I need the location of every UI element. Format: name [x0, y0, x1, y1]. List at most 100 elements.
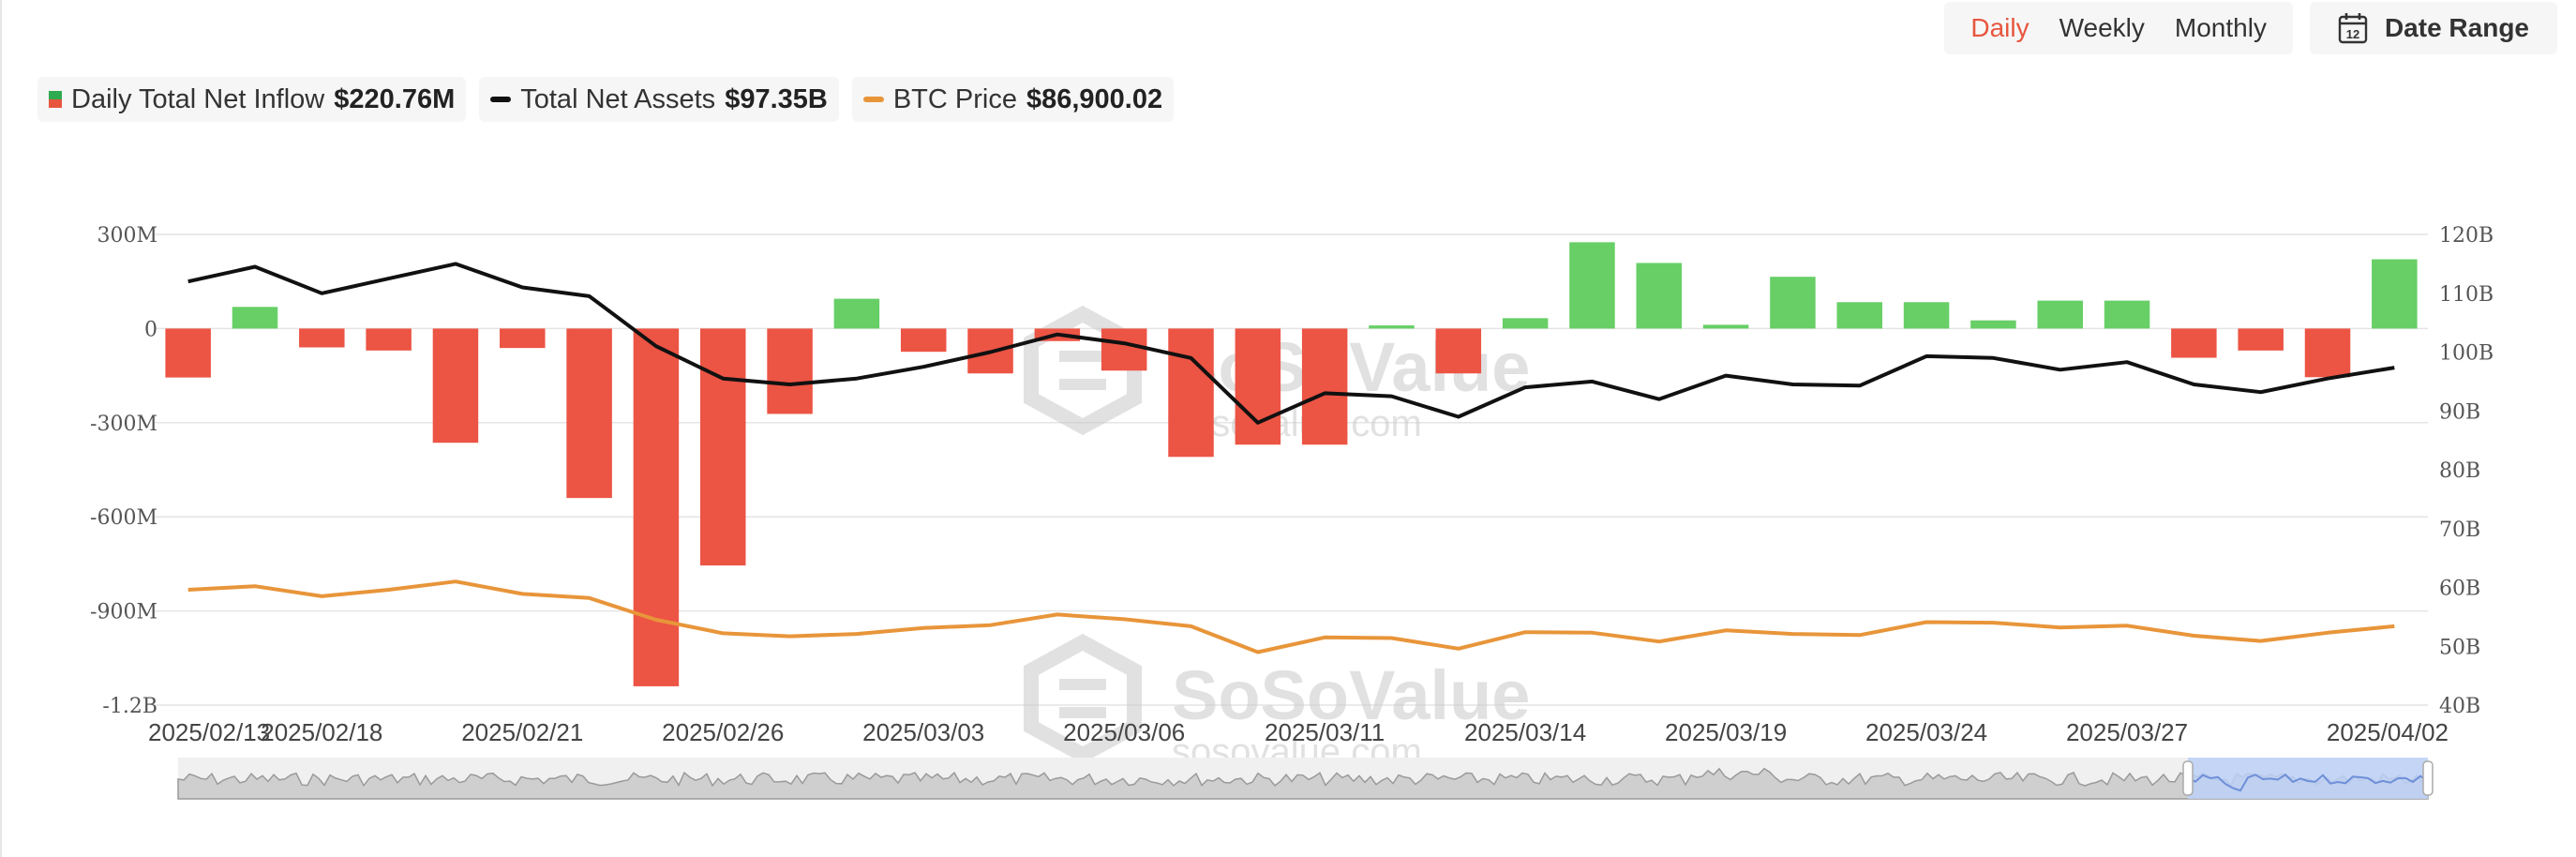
inflow-bar: [1369, 325, 1415, 329]
x-tick-label: 2025/03/24: [1865, 718, 1987, 746]
period-toggle: Daily Weekly Monthly: [1944, 2, 2293, 54]
range-navigator: [177, 758, 2434, 800]
y-left-tick: -900M: [90, 601, 157, 624]
y-right-tick: 90B: [2439, 400, 2480, 424]
tab-weekly[interactable]: Weekly: [2059, 13, 2145, 42]
legend-inflow-value: $220.76M: [334, 83, 456, 114]
inflow-bar: [500, 328, 546, 349]
x-tick-label: 2025/02/18: [261, 718, 382, 746]
y-left-tick: -1.2B: [102, 695, 157, 718]
legend-inflow-label: Daily Total Net Inflow: [71, 83, 325, 114]
navigator-handle-right[interactable]: [2422, 760, 2434, 796]
inflow-bar: [1235, 328, 1281, 445]
inflow-bars: [165, 242, 2418, 686]
inflow-bar: [1770, 277, 1816, 329]
inflow-swatch-icon: [49, 91, 62, 108]
y-right-tick: 40B: [2439, 695, 2480, 718]
inflow-bar: [299, 328, 345, 348]
inflow-bar: [700, 328, 746, 566]
chart-legend: Daily Total Net Inflow $220.76M Total Ne…: [37, 77, 1175, 122]
watermark-brand: SoSoValue: [1172, 656, 1530, 734]
chart-lines: [187, 262, 2395, 654]
x-tick-label: 2025/03/03: [862, 718, 984, 746]
navigator-handle-left[interactable]: [2182, 760, 2194, 796]
inflow-bar: [2372, 259, 2418, 329]
inflow-bar: [1301, 328, 1348, 445]
legend-btc-value: $86,900.02: [1026, 83, 1163, 114]
y-right-tick: 50B: [2439, 636, 2480, 659]
inflow-bar: [1836, 302, 1882, 329]
inflow-bar: [1569, 242, 1615, 329]
y-right-tick: 110B: [2439, 283, 2494, 307]
legend-btc-label: BTC Price: [892, 83, 1017, 114]
navigator-window-line: [2187, 773, 2429, 792]
watermark-group: SoSoValuesosovalue.comSoSoValuesosovalue…: [1024, 305, 1530, 773]
date-range-button[interactable]: 12 Date Range: [2309, 2, 2557, 54]
inflow-bar: [566, 328, 612, 499]
legend-assets-value: $97.35B: [725, 83, 828, 114]
y-right-tick: 100B: [2439, 342, 2494, 366]
inflow-bar: [366, 328, 412, 351]
y-left-tick: -300M: [90, 413, 157, 436]
logo-mark-icon: [1059, 351, 1106, 390]
inflow-bar: [1636, 263, 1683, 329]
inflow-bar: [1903, 302, 1950, 329]
inflow-bar: [900, 328, 947, 353]
x-tick-label: 2025/02/21: [461, 718, 583, 746]
x-tick-label: 2025/04/02: [2327, 718, 2449, 746]
total-net-assets-line: [187, 262, 2395, 425]
logo-mark-icon: [1059, 679, 1106, 718]
y-left-tick: 300M: [97, 224, 157, 248]
x-tick-label: 2025/02/13: [148, 718, 270, 746]
inflow-bar: [1502, 318, 1549, 329]
inflow-bar: [767, 328, 813, 414]
assets-swatch-icon: [490, 97, 512, 102]
inflow-bar: [2238, 328, 2284, 351]
y-left-tick: 0: [144, 318, 157, 341]
frame-border: [0, 0, 2, 857]
inflow-bar: [1702, 324, 1749, 329]
inflow-bar: [1970, 320, 2016, 329]
inflow-bar: [2104, 300, 2150, 329]
y-right-tick: 80B: [2439, 459, 2480, 483]
tab-daily[interactable]: Daily: [1970, 13, 2029, 42]
inflow-bar: [1101, 328, 1147, 371]
y-right-tick: 70B: [2439, 519, 2480, 542]
inflow-bar: [1435, 328, 1482, 374]
date-range-label: Date Range: [2384, 13, 2529, 42]
y-right-tick: 120B: [2439, 224, 2494, 248]
inflow-bar: [833, 298, 880, 329]
inflow-bar: [1168, 328, 1214, 458]
legend-assets-label: Total Net Assets: [520, 83, 716, 114]
inflow-bar: [165, 328, 211, 378]
x-tick-label: 2025/03/06: [1063, 718, 1185, 746]
x-tick-label: 2025/03/19: [1665, 718, 1787, 746]
calendar-icon: 12: [2338, 13, 2368, 44]
btc-swatch-icon: [862, 97, 884, 102]
legend-assets[interactable]: Total Net Assets $97.35B: [479, 77, 839, 122]
legend-inflow[interactable]: Daily Total Net Inflow $220.76M: [37, 77, 467, 122]
x-tick-label: 2025/03/14: [1464, 718, 1586, 746]
toolbar: Daily Weekly Monthly 12 Date Range: [1944, 0, 2557, 56]
inflow-bar: [633, 328, 680, 686]
inflow-bar: [232, 307, 278, 329]
x-tick-label: 2025/03/11: [1265, 718, 1385, 746]
y-left-tick: -600M: [90, 506, 157, 530]
x-tick-label: 2025/03/27: [2066, 718, 2188, 746]
legend-btc[interactable]: BTC Price $86,900.02: [851, 77, 1175, 122]
x-tick-label: 2025/02/26: [662, 718, 784, 746]
navigator-sparkline: [177, 767, 2429, 800]
inflow-bar: [2171, 328, 2217, 358]
left-y-axis: 300M 0 -300M -600M -900M -1.2B: [90, 224, 157, 718]
svg-text:12: 12: [2346, 27, 2359, 41]
inflow-bar: [2037, 300, 2083, 329]
tab-monthly[interactable]: Monthly: [2174, 13, 2267, 42]
btc-price-line: [187, 579, 2395, 654]
inflow-bar: [2304, 328, 2351, 378]
logo-hexagon-icon: [1024, 633, 1142, 764]
y-right-tick: 60B: [2439, 578, 2480, 601]
navigator-window: [2188, 758, 2428, 799]
